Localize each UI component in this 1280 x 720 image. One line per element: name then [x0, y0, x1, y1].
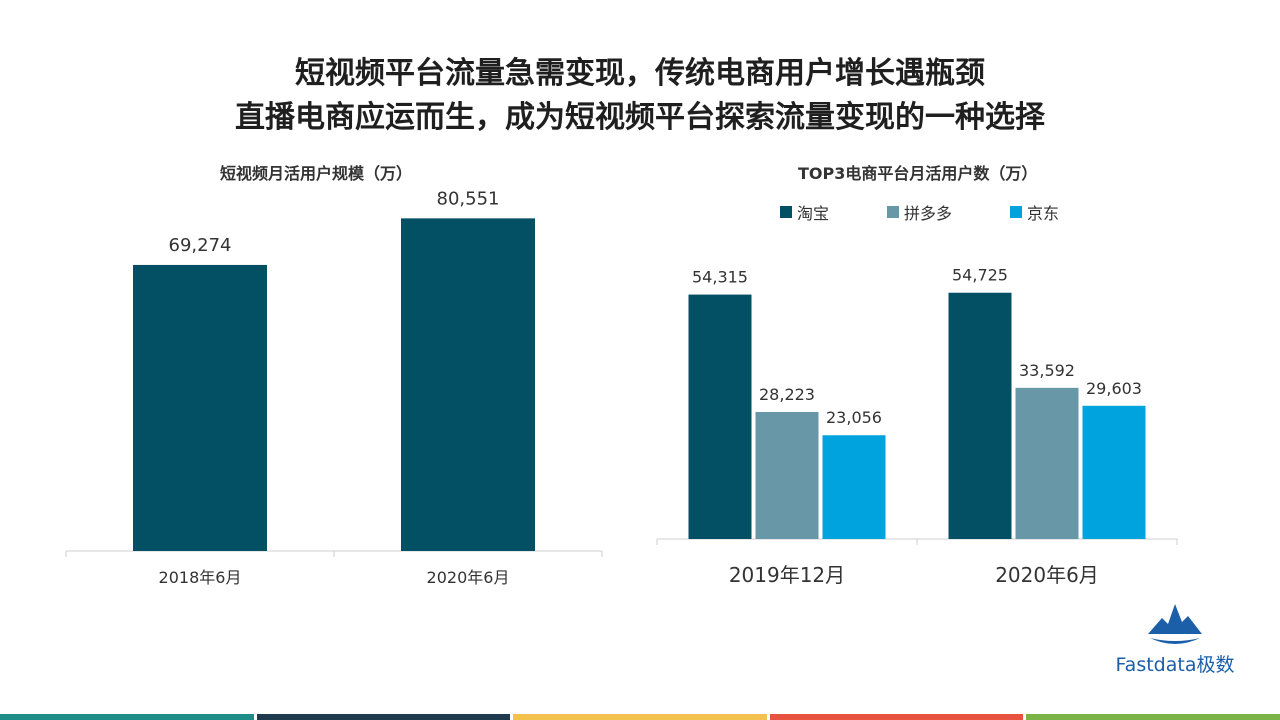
right-bar-value-label: 54,315: [692, 268, 748, 287]
fastdata-logo: Fastdata极数: [1100, 596, 1250, 680]
right-bar: [688, 294, 752, 539]
footer-color-bar: [0, 714, 1280, 720]
right-bar-value-label: 23,056: [826, 408, 882, 427]
footer-segment: [769, 714, 1024, 720]
legend-label-jd: 京东: [1027, 204, 1060, 223]
right-bar: [948, 292, 1012, 539]
legend-label-pinduoduo: 拼多多: [904, 204, 953, 223]
footer-segment: [513, 714, 767, 720]
right-bar: [755, 411, 819, 539]
right-bar-value-label: 29,603: [1086, 379, 1142, 398]
headline-line-2: 直播电商应运而生，成为短视频平台探索流量变现的一种选择: [235, 100, 1045, 135]
right-bar: [1015, 387, 1079, 539]
footer-segment: [0, 714, 254, 720]
logo-mountain-icon: [1148, 604, 1202, 644]
left-bar-value-label: 80,551: [437, 188, 500, 209]
right-bar: [1082, 405, 1146, 539]
page-headline: 短视频平台流量急需变现，传统电商用户增长遇瓶颈 直播电商应运而生，成为短视频平台…: [0, 52, 1280, 140]
headline-line-1: 短视频平台流量急需变现，传统电商用户增长遇瓶颈: [295, 56, 985, 91]
right-bar-value-label: 54,725: [952, 266, 1008, 285]
legend-swatch-pinduoduo: [887, 206, 900, 218]
footer-segment: [1026, 714, 1280, 720]
right-category-label: 2019年12月: [729, 563, 845, 587]
left-bar-value-label: 69,274: [169, 235, 232, 256]
right-bar-value-label: 28,223: [759, 385, 815, 404]
right-bar: [822, 435, 886, 539]
left-category-label: 2020年6月: [427, 568, 510, 587]
left-bar: [133, 264, 267, 551]
left-bar: [401, 218, 535, 551]
legend-swatch-taobao: [780, 206, 792, 218]
brand-name: Fastdata极数: [1115, 654, 1235, 676]
legend-item-pinduoduo: 拼多多: [887, 200, 952, 224]
left-category-label: 2018年6月: [159, 568, 242, 587]
legend-item-taobao: 淘宝: [780, 200, 829, 224]
footer-segment: [256, 714, 511, 720]
legend-swatch-jd: [1010, 206, 1023, 218]
right-chart-legend: 淘宝 拼多多 京东: [780, 200, 1117, 224]
right-category-label: 2020年6月: [995, 563, 1099, 587]
legend-item-jd: 京东: [1010, 200, 1059, 224]
right-chart-title: TOP3电商平台月活用户数（万）: [798, 164, 1038, 183]
left-chart-title: 短视频月活用户规模（万）: [220, 164, 413, 183]
right-bar-value-label: 33,592: [1019, 361, 1075, 380]
legend-label-taobao: 淘宝: [797, 204, 830, 223]
